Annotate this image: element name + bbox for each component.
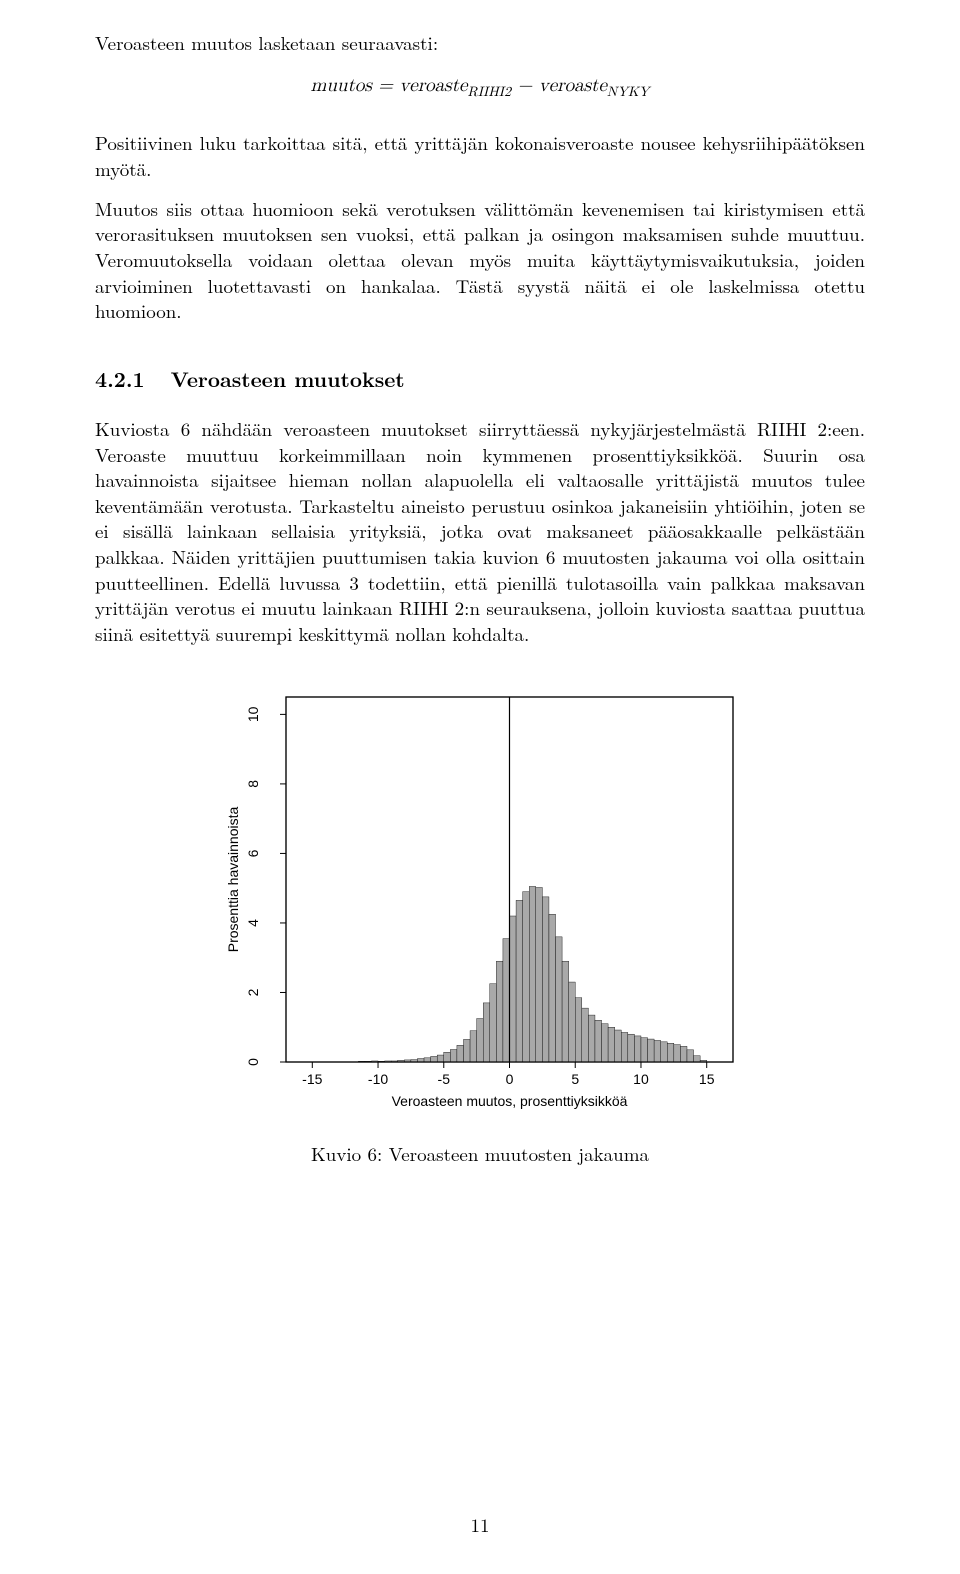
formula-sub2: NYKY (607, 84, 650, 98)
formula-sub1: RIIHI2 (467, 84, 511, 98)
section-title: Veroasteen muutokset (171, 364, 405, 394)
formula-eq: = (372, 76, 399, 95)
formula-minus: − (511, 76, 538, 95)
intro-text: Veroasteen muutos lasketaan seuraavasti: (95, 30, 865, 56)
page-number: 11 (0, 1511, 960, 1538)
section-number: 4.2.1 (95, 364, 145, 394)
figure-6: -15 -10 -5 0 5 10 15 0 2 4 6 8 10 Veroasteen muutos, … (95, 687, 865, 1167)
svg-text:-5: -5 (437, 1071, 450, 1087)
page: Veroasteen muutos lasketaan seuraavasti:… (0, 0, 960, 1574)
formula-term2: veroaste (539, 76, 607, 95)
section-heading: 4.2.1 Veroasteen muutokset (95, 364, 865, 394)
svg-text:0: 0 (245, 1058, 261, 1066)
svg-text:4: 4 (245, 919, 261, 927)
formula-term1: veroaste (399, 76, 467, 95)
paragraph-2: Positiivinen luku tarkoittaa sitä, että … (95, 130, 865, 181)
formula: muutos = veroasteRIIHI2 − veroasteNYKY (95, 74, 865, 101)
svg-text:5: 5 (571, 1071, 579, 1087)
svg-text:8: 8 (245, 779, 261, 787)
paragraph-3: Muutos siis ottaa huomioon sekä verotuks… (95, 196, 865, 324)
svg-text:6: 6 (245, 849, 261, 857)
svg-text:10: 10 (245, 706, 261, 722)
formula-lhs: muutos (311, 76, 372, 95)
svg-text:Prosenttia havainnoista: Prosenttia havainnoista (225, 806, 241, 952)
svg-text:15: 15 (698, 1071, 714, 1087)
svg-text:10: 10 (633, 1071, 649, 1087)
paragraph-4: Kuviosta 6 nähdään veroasteen muutokset … (95, 416, 865, 647)
svg-text:-10: -10 (367, 1071, 387, 1087)
figure-caption: Kuvio 6: Veroasteen muutosten jakauma (95, 1140, 865, 1167)
histogram-chart: -15 -10 -5 0 5 10 15 0 2 4 6 8 10 Veroasteen muutos, … (218, 687, 743, 1122)
svg-text:-15: -15 (302, 1071, 322, 1087)
svg-text:Veroasteen muutos, prosenttiyk: Veroasteen muutos, prosenttiyksikköä (391, 1093, 627, 1109)
svg-text:0: 0 (505, 1071, 513, 1087)
svg-text:2: 2 (245, 988, 261, 996)
